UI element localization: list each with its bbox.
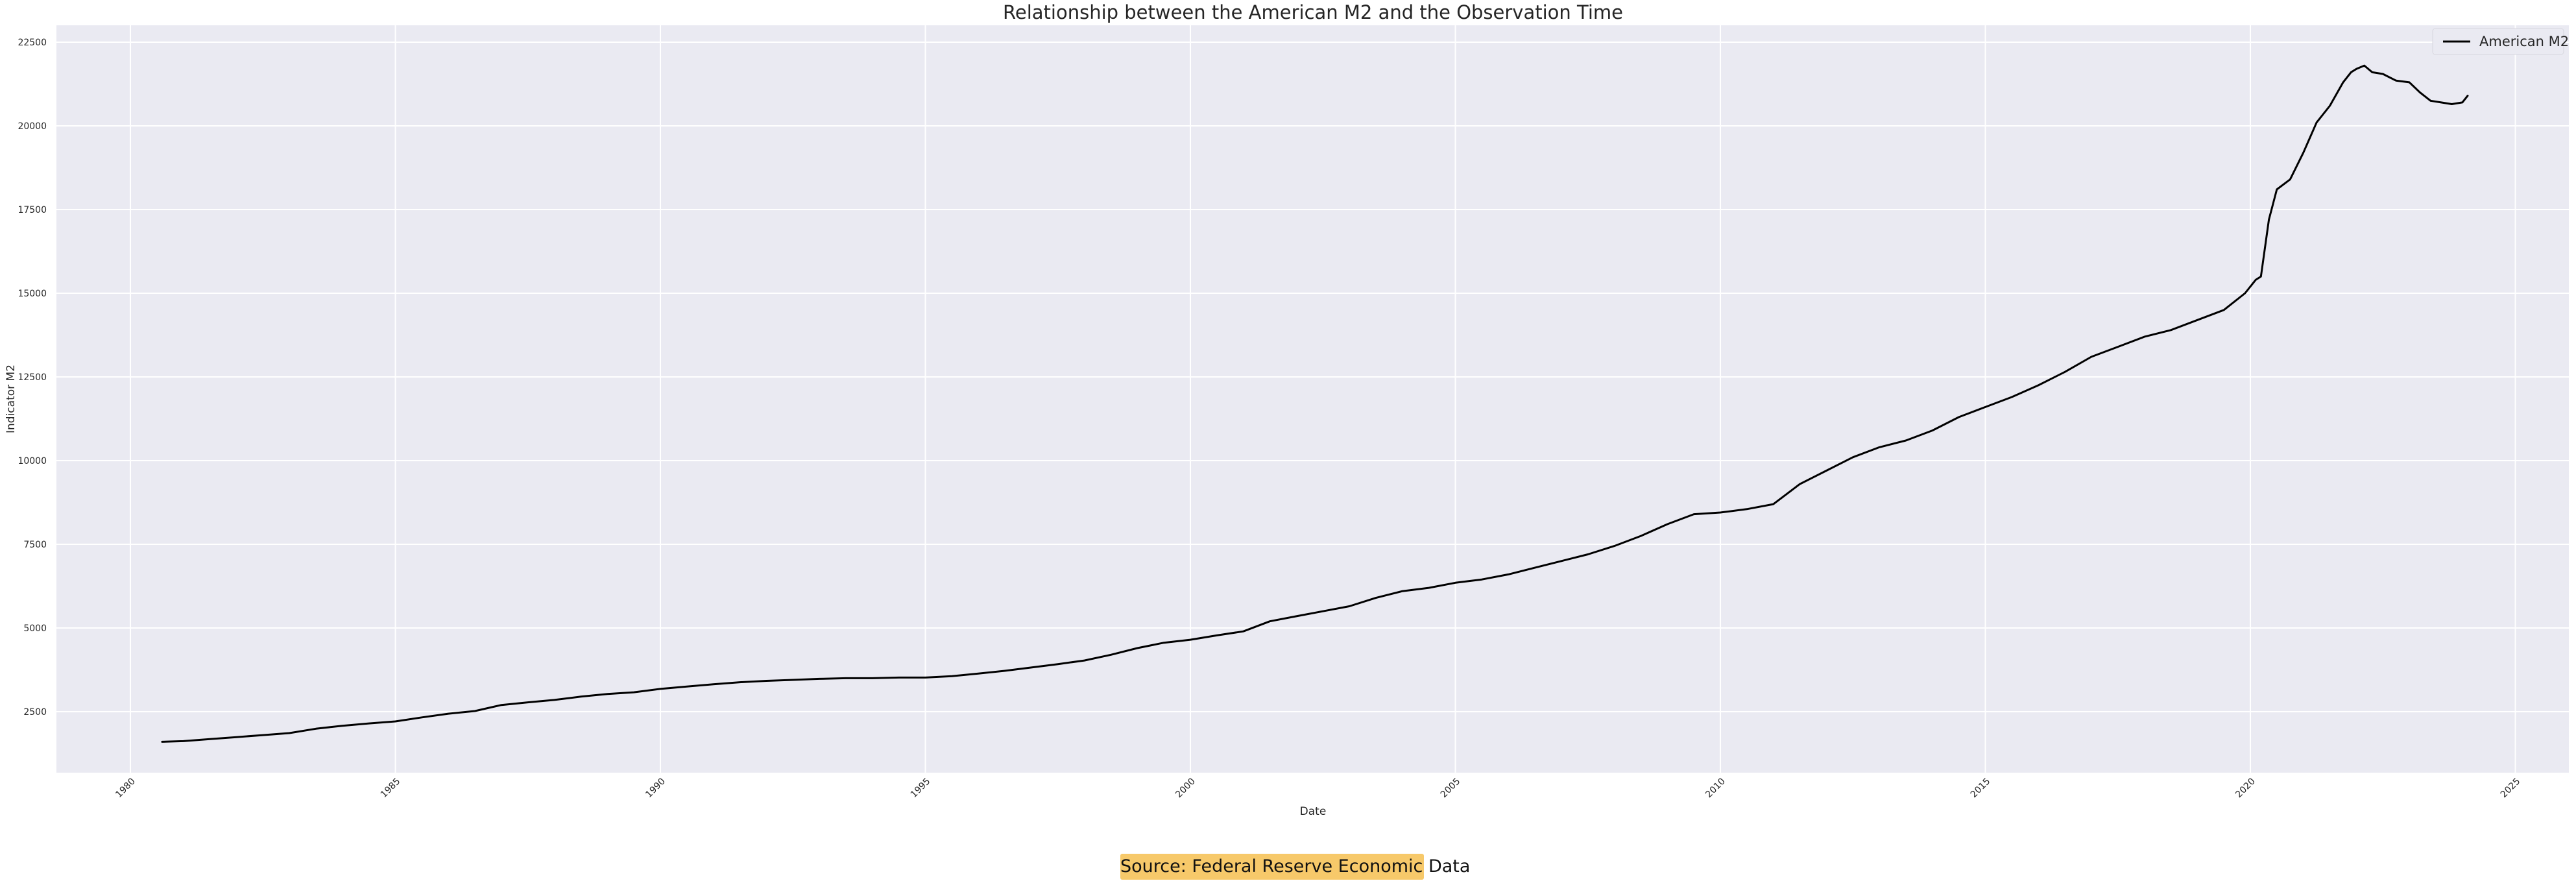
x-tick-label: 1990 <box>644 777 668 801</box>
legend-box <box>2432 28 2564 55</box>
y-tick-label: 22500 <box>18 38 47 48</box>
y-tick-label: 10000 <box>18 456 47 466</box>
x-tick-label: 2025 <box>2499 777 2523 801</box>
legend: American M2 <box>2432 28 2569 55</box>
x-tick-label: 2000 <box>1174 777 1198 801</box>
x-tick-label: 2005 <box>1439 777 1463 801</box>
x-tick-label: 1995 <box>909 777 933 801</box>
y-tick-label: 12500 <box>18 372 47 383</box>
x-tick-label: 1980 <box>114 777 138 801</box>
x-axis-label: Date <box>1300 805 1327 818</box>
legend-label: American M2 <box>2479 34 2569 49</box>
y-tick-label: 2500 <box>23 707 47 718</box>
y-tick-label: 17500 <box>18 205 47 215</box>
series-line-american-m2 <box>161 64 2469 743</box>
x-tick-label: 2020 <box>2233 777 2257 801</box>
plot-area-background <box>56 25 2569 773</box>
source-note: Source: Federal Reserve Economic Data <box>1120 854 1470 880</box>
series-layer <box>161 64 2469 743</box>
chart-title: Relationship between the American M2 and… <box>1003 1 1623 23</box>
y-tick-label: 7500 <box>23 540 47 550</box>
y-tick-label: 5000 <box>23 623 47 634</box>
x-tick-label: 2010 <box>1703 777 1727 801</box>
y-tick-label: 15000 <box>18 289 47 299</box>
y-axis-label: Indicator M2 <box>5 365 18 433</box>
y-tick-label: 20000 <box>18 121 47 132</box>
x-tick-label: 2015 <box>1969 777 1993 801</box>
x-tick-label: 1985 <box>379 777 403 801</box>
